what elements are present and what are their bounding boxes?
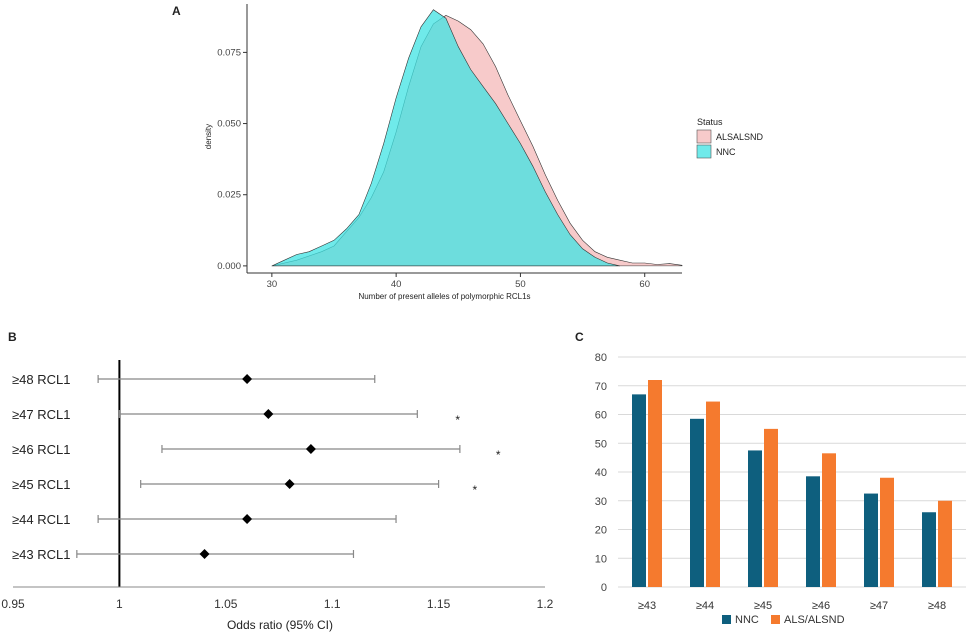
x-tick-label: 1.1 xyxy=(324,597,341,611)
significance-marker: * xyxy=(472,483,477,497)
x-tick-label: 50 xyxy=(515,279,526,290)
legend-swatch-als xyxy=(771,615,780,624)
x-tick-label: 40 xyxy=(391,279,402,290)
x-axis-label: Number of present alleles of polymorphic… xyxy=(358,292,530,301)
bar-als-alsnd-2 xyxy=(764,428,778,587)
x-tick-label: ≥46 xyxy=(812,600,830,612)
y-tick-label: 10 xyxy=(595,553,607,565)
y-tick-label: 30 xyxy=(595,496,607,508)
x-tick-label: ≥44 xyxy=(696,600,714,612)
row-label: ≥44 RCL1 xyxy=(12,512,70,527)
panel-label-a: A xyxy=(172,4,181,18)
bar-nnc-3 xyxy=(806,476,820,587)
x-tick-label: 1.15 xyxy=(427,597,451,611)
y-axis-label: density xyxy=(204,124,213,149)
bar-nnc-1 xyxy=(690,418,704,587)
y-tick-label: 40 xyxy=(595,467,607,479)
y-tick-label: 0 xyxy=(601,582,607,594)
bar-nnc-5 xyxy=(922,512,936,587)
bar-chart: 0 10 20 30 40 50 60 70 80 ≥43 ≥44 ≥45 ≥46 ≥47 ≥48 NNC AL… xyxy=(595,352,966,626)
bar-als-alsnd-5 xyxy=(938,500,952,587)
odds-ratio-point xyxy=(305,444,316,454)
legend-entry-nnc: NNC xyxy=(735,614,759,626)
x-tick-label: 30 xyxy=(267,279,278,290)
x-tick-label: 60 xyxy=(639,279,650,290)
row-label: ≥43 RCL1 xyxy=(12,547,70,562)
y-tick-label: 50 xyxy=(595,438,607,450)
x-tick-label: 0.95 xyxy=(1,597,25,611)
odds-ratio-point xyxy=(242,514,253,524)
x-tick-label: 1 xyxy=(116,597,123,611)
bar-nnc-2 xyxy=(748,450,762,587)
legend-entry-nnc: NNC xyxy=(716,147,736,157)
bar-als-alsnd-0 xyxy=(648,380,662,587)
row-label: ≥45 RCL1 xyxy=(12,477,70,492)
legend-swatch-alsalsnd xyxy=(696,129,712,144)
bar-als-alsnd-4 xyxy=(880,477,894,587)
row-label: ≥47 RCL1 xyxy=(12,407,70,422)
bar-als-alsnd-1 xyxy=(706,401,720,587)
y-tick-label: 60 xyxy=(595,410,607,422)
y-tick-label: 0.025 xyxy=(217,190,241,201)
y-tick-label: 80 xyxy=(595,352,607,364)
density-plot: 30 40 50 60 0.000 0.025 0.050 0.075 Number of pr… xyxy=(204,4,764,301)
row-label: ≥48 RCL1 xyxy=(12,372,70,387)
forest-plot: ≥48 RCL1 ≥47 RCL1 * ≥46 RCL1 * ≥45 RCL1 * ≥44 R… xyxy=(1,360,554,632)
y-tick-label: 0.000 xyxy=(217,261,241,272)
y-tick-label: 0.050 xyxy=(217,119,241,130)
x-tick-label: ≥43 xyxy=(638,600,656,612)
odds-ratio-point xyxy=(242,374,253,384)
y-tick-label: 0.075 xyxy=(217,47,241,58)
legend-swatch-nnc xyxy=(696,144,712,159)
density-area-nnc xyxy=(271,9,621,267)
x-tick-label: 1.2 xyxy=(537,597,554,611)
y-tick-label: 70 xyxy=(595,381,607,393)
x-tick-label: ≥48 xyxy=(928,600,946,612)
significance-marker: * xyxy=(496,448,501,462)
legend-entry-alsalsnd: ALSALSND xyxy=(716,132,764,142)
x-axis-label: Odds ratio (95% CI) xyxy=(227,618,333,632)
odds-ratio-point xyxy=(199,549,210,559)
x-tick-label: 1.05 xyxy=(214,597,238,611)
legend-swatch-nnc xyxy=(722,615,731,624)
legend-entry-als: ALS/ALSND xyxy=(784,614,845,626)
bar-nnc-4 xyxy=(864,493,878,587)
x-tick-label: ≥45 xyxy=(754,600,772,612)
odds-ratio-point xyxy=(263,409,274,419)
bar-nnc-0 xyxy=(632,394,646,587)
bar-als-alsnd-3 xyxy=(822,453,836,587)
significance-marker: * xyxy=(455,413,460,427)
row-label: ≥46 RCL1 xyxy=(12,442,70,457)
y-tick-label: 20 xyxy=(595,525,607,537)
legend-title: Status xyxy=(697,117,723,127)
panel-label-b: B xyxy=(8,330,17,344)
panel-label-c: C xyxy=(575,330,584,344)
odds-ratio-point xyxy=(284,479,295,489)
x-tick-label: ≥47 xyxy=(870,600,888,612)
